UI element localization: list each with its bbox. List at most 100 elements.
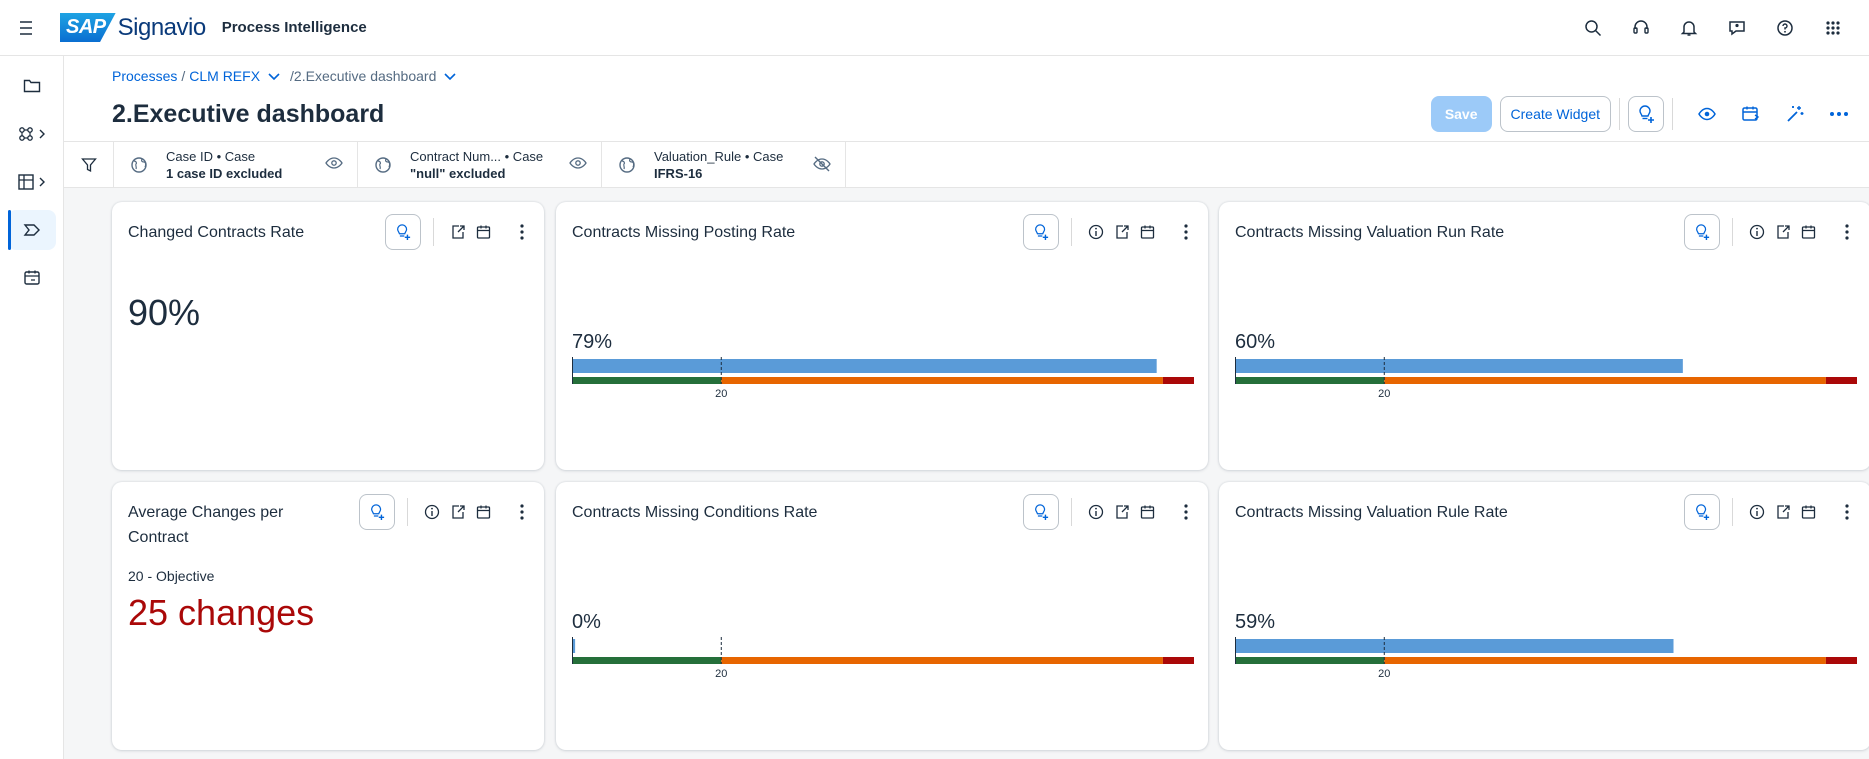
schedule-icon[interactable] — [472, 220, 496, 244]
widget-missing-valuation-run-rate[interactable]: Contracts Missing Valuation Run Rate 60%… — [1219, 202, 1869, 470]
dashboard-icon[interactable] — [0, 158, 64, 206]
more-vertical-icon[interactable] — [1174, 500, 1198, 524]
breadcrumb-processes[interactable]: Processes — [112, 68, 178, 84]
schedule-icon[interactable] — [1733, 96, 1769, 132]
bell-icon[interactable] — [1665, 4, 1713, 52]
divider — [407, 498, 408, 526]
shell-bar: SAP Signavio Process Intelligence — [0, 0, 1869, 56]
filter-value: "null" excluded — [410, 166, 506, 181]
product-name: Process Intelligence — [221, 19, 367, 36]
kpi-value: 0% — [572, 611, 601, 633]
widget-missing-conditions-rate[interactable]: Contracts Missing Conditions Rate 0% 20 — [556, 482, 1208, 750]
add-insight-icon[interactable] — [1684, 494, 1720, 530]
info-icon[interactable] — [1745, 500, 1769, 524]
create-widget-button[interactable]: Create Widget — [1499, 96, 1611, 132]
process-icon[interactable] — [0, 110, 64, 158]
kpi-value: 60% — [1235, 331, 1276, 353]
breadcrumb-current[interactable]: /2.Executive dashboard — [290, 68, 437, 84]
more-icon[interactable] — [1821, 96, 1857, 132]
folder-icon[interactable] — [0, 62, 64, 110]
more-vertical-icon[interactable] — [1174, 220, 1198, 244]
brand-name: Signavio — [117, 13, 207, 41]
schedule-icon[interactable] — [1797, 500, 1821, 524]
header-actions: Save Create Widget — [1430, 96, 1857, 132]
eye-icon[interactable] — [569, 156, 587, 175]
investigation-icon[interactable] — [0, 206, 64, 254]
globe-icon — [618, 156, 636, 179]
divider — [1619, 98, 1620, 130]
range-warning — [721, 377, 1163, 384]
shell-actions — [1569, 0, 1857, 56]
actual-bar — [572, 639, 576, 653]
export-icon[interactable] — [1771, 220, 1795, 244]
widget-toolbar — [1684, 494, 1859, 530]
schedule-icon[interactable] — [1136, 220, 1160, 244]
schedule-icon[interactable] — [1797, 220, 1821, 244]
headset-icon[interactable] — [1617, 4, 1665, 52]
range-critical — [1162, 657, 1194, 664]
help-icon[interactable] — [1761, 4, 1809, 52]
add-insight-icon[interactable] — [1023, 494, 1059, 530]
widget-changed-contracts-rate[interactable]: Changed Contracts Rate 90% — [112, 202, 544, 470]
eye-slash-icon[interactable] — [813, 156, 831, 177]
sap-signavio-logo[interactable]: SAP Signavio — [60, 13, 206, 42]
widget-toolbar — [1023, 214, 1198, 250]
more-vertical-icon[interactable] — [1835, 500, 1859, 524]
info-icon[interactable] — [420, 500, 444, 524]
eye-icon[interactable] — [1689, 96, 1725, 132]
widget-title: Contracts Missing Posting Rate — [572, 224, 796, 241]
chevron-down-icon[interactable] — [268, 68, 280, 84]
filter-icon[interactable] — [64, 142, 114, 188]
filter-label: Contract Num... • Case — [410, 149, 544, 164]
export-icon[interactable] — [446, 220, 470, 244]
filter-chip-valuation-rule[interactable]: Valuation_Rule • Case IFRS-16 — [602, 142, 846, 188]
chevron-down-icon[interactable] — [444, 68, 456, 84]
save-button[interactable]: Save — [1430, 96, 1492, 132]
range-warning — [1384, 377, 1826, 384]
add-insight-icon[interactable] — [1684, 214, 1720, 250]
widget-title: Average Changes per Contract — [128, 500, 283, 550]
widget-missing-posting-rate[interactable]: Contracts Missing Posting Rate 79% 20 — [556, 202, 1208, 470]
bullet-chart: 20 — [572, 637, 1194, 679]
target-tick-label: 20 — [715, 668, 727, 679]
more-vertical-icon[interactable] — [1835, 220, 1859, 244]
grid-icon[interactable] — [1809, 4, 1857, 52]
breadcrumb: Processes / CLM REFX /2.Executive dashbo… — [112, 68, 466, 84]
export-icon[interactable] — [1771, 500, 1795, 524]
more-vertical-icon[interactable] — [510, 220, 534, 244]
widget-missing-valuation-rule-rate[interactable]: Contracts Missing Valuation Rule Rate 59… — [1219, 482, 1869, 750]
widget-toolbar — [1684, 214, 1859, 250]
export-icon[interactable] — [1110, 220, 1134, 244]
search-icon[interactable] — [1569, 4, 1617, 52]
actual-bar — [572, 359, 1157, 373]
widget-average-changes[interactable]: Average Changes per Contract 20 - Object… — [112, 482, 544, 750]
filter-chip-contract-number[interactable]: Contract Num... • Case "null" excluded — [358, 142, 602, 188]
info-icon[interactable] — [1745, 220, 1769, 244]
kpi-value: 59% — [1235, 611, 1276, 633]
bullet-chart: 20 — [1235, 357, 1857, 399]
widget-title: Contracts Missing Conditions Rate — [572, 504, 818, 521]
info-icon[interactable] — [1084, 220, 1108, 244]
export-icon[interactable] — [1110, 500, 1134, 524]
actual-bar — [1235, 359, 1683, 373]
schedule-icon[interactable] — [1136, 500, 1160, 524]
export-icon[interactable] — [446, 500, 470, 524]
add-insight-icon[interactable] — [359, 494, 395, 530]
globe-icon — [374, 156, 392, 179]
calendar-icon[interactable] — [0, 254, 64, 302]
eye-icon[interactable] — [325, 156, 343, 175]
add-insight-icon[interactable] — [1628, 96, 1664, 132]
info-icon[interactable] — [1084, 500, 1108, 524]
breadcrumb-process[interactable]: CLM REFX — [189, 68, 261, 84]
magic-wand-icon[interactable] — [1777, 96, 1813, 132]
filter-chip-case-id[interactable]: Case ID • Case 1 case ID excluded — [114, 142, 358, 188]
feedback-icon[interactable] — [1713, 4, 1761, 52]
add-insight-icon[interactable] — [385, 214, 421, 250]
menu-icon[interactable] — [0, 0, 56, 56]
divider — [1732, 218, 1733, 246]
add-insight-icon[interactable] — [1023, 214, 1059, 250]
schedule-icon[interactable] — [472, 500, 496, 524]
page-title[interactable]: 2.Executive dashboard — [112, 100, 385, 128]
more-vertical-icon[interactable] — [510, 500, 534, 524]
range-critical — [1825, 657, 1857, 664]
